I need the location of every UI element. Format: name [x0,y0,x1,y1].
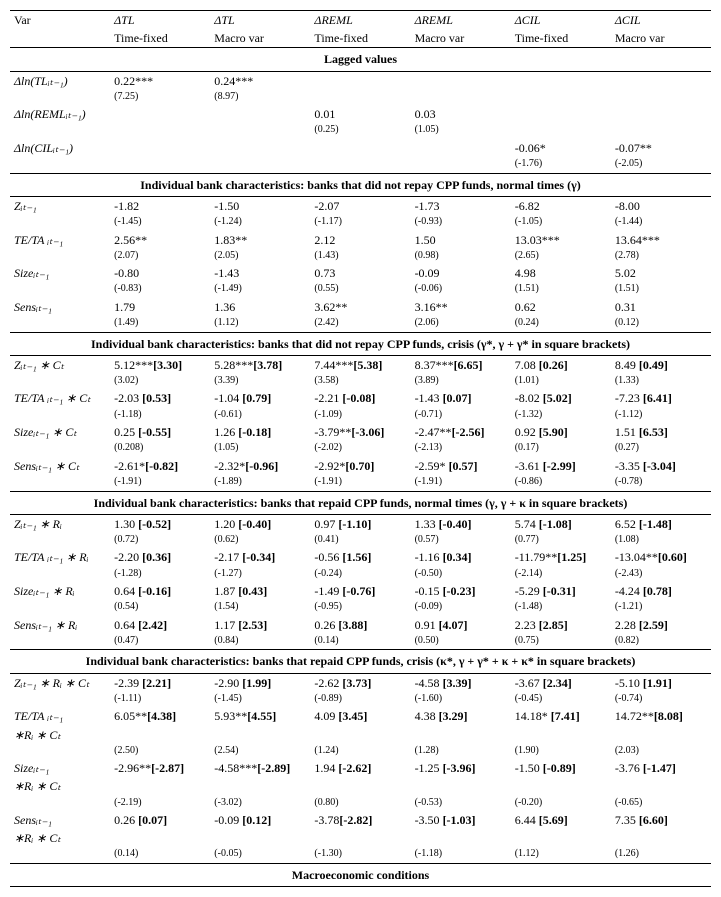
hdr-c5b: Time-fixed [511,29,611,48]
row-lag-cil: Δln(CILᵢₜ₋₁) -0.06*-0.07** [10,139,711,157]
section-s1: Individual bank characteristics: banks t… [10,173,711,196]
hdr-c6a: ΔCIL [611,11,711,30]
row-lag-cil-sub: (-1.76)(-2.05) [10,157,711,173]
row-lag-tl: Δln(TLᵢₜ₋₁) 0.22***0.24*** [10,71,711,90]
hdr-c3b: Time-fixed [310,29,410,48]
section-s4: Individual bank characteristics: banks t… [10,650,711,673]
row-lag-tl-sub: (7.25)(8.97) [10,90,711,106]
regression-table: Var ΔTL ΔTL ΔREML ΔREML ΔCIL ΔCIL Time-f… [10,10,711,887]
hdr-c2b: Macro var [210,29,310,48]
hdr-c1a: ΔTL [110,11,210,30]
hdr-c4a: ΔREML [411,11,511,30]
row-lag-reml: Δln(REMLᵢₜ₋₁) 0.010.03 [10,105,711,123]
hdr-c4b: Macro var [411,29,511,48]
section-s3: Individual bank characteristics: banks t… [10,491,711,514]
hdr-c5a: ΔCIL [511,11,611,30]
section-s5: Macroeconomic conditions [10,863,711,886]
hdr-c2a: ΔTL [210,11,310,30]
row-lag-reml-sub: (0.25)(1.05) [10,123,711,139]
hdr-c3a: ΔREML [310,11,410,30]
section-lagged: Lagged values [10,48,711,71]
section-s2: Individual bank characteristics: banks t… [10,332,711,355]
hdr-c6b: Macro var [611,29,711,48]
hdr-c1b: Time-fixed [110,29,210,48]
hdr-var: Var [10,11,110,30]
